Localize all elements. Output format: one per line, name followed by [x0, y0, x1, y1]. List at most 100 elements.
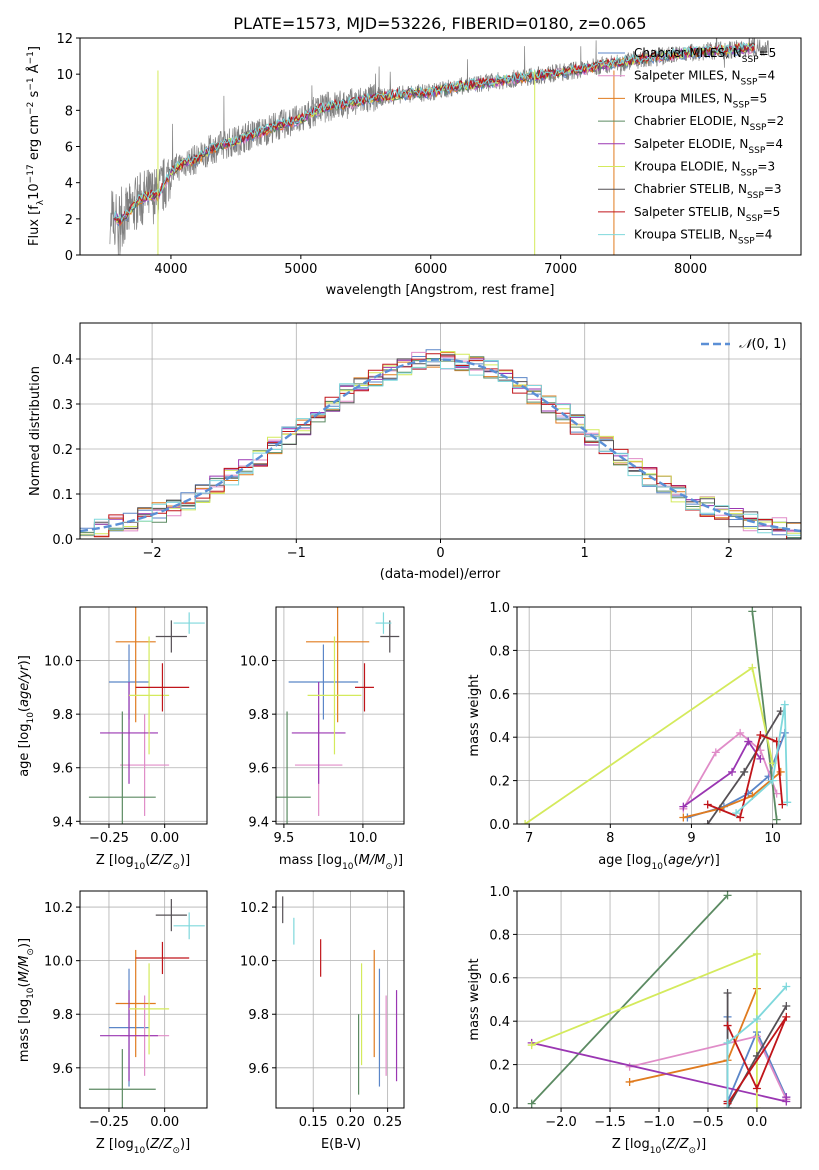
y-tick-label: 0.2 [52, 443, 73, 458]
legend-label-salpeter_stelib: Salpeter STELIB, NSSP=5 [634, 205, 780, 224]
x-tick-label: 10 [764, 831, 781, 846]
weight-marker-salpeter_elodie [744, 737, 753, 746]
legend-label-salpeter_elodie: Salpeter ELODIE, NSSP=4 [634, 137, 783, 156]
mass_vs_z-plot-area [88, 899, 205, 1108]
y-tick-label: 10.2 [44, 901, 73, 916]
weight_vs_z-axes: −2.0 −1.5 −1.0 −0.5 0.0 0.0 0.2 0.4 0.6 0.8 1.0 [489, 885, 802, 1130]
weight-marker-chabrier_elodie [527, 1099, 536, 1108]
x-tick-label: −1.0 [643, 1115, 675, 1130]
age_vs_mass-axes: 9.5 10.0 9.4 9.6 9.8 10.0 [240, 606, 405, 846]
age_vs_z-frame [79, 606, 208, 825]
weight-marker-kroupa_stelib [723, 1104, 732, 1108]
mass_vs_z-frame [79, 890, 208, 1109]
mass_vs_z-panel: −0.25 0.00 9.6 9.8 10.0 10.2 Z [log10(Z/Z⊙)] ma… [17, 890, 208, 1156]
weight-marker-salpeter_stelib [756, 731, 765, 740]
weight-marker-kroupa_elodie [527, 1041, 536, 1050]
mass-x-label: mass [log10(M/M⊙)] [279, 853, 403, 872]
weight-marker-salpeter_elodie [728, 767, 737, 776]
x-tick-label: 4000 [154, 262, 187, 277]
y-tick-label: 10 [56, 68, 73, 83]
x-tick-label: 0.20 [336, 1115, 365, 1130]
weight-line-kroupa_miles [683, 771, 782, 819]
x-tick-label: 9 [687, 831, 695, 846]
y-tick-label: 9.6 [52, 1062, 73, 1077]
weight-marker-salpeter_elodie [782, 1093, 791, 1102]
weight_vs_z-plot-area [527, 891, 791, 1108]
weight-marker-kroupa_stelib [783, 798, 792, 807]
residuals-axes: −2 −1 0 1 2 0.0 0.1 0.2 0.3 0.4 [52, 322, 802, 561]
weight-marker-chabrier_stelib [782, 1002, 791, 1011]
weight-marker-salpeter_elodie [756, 754, 765, 763]
y-tick-label: 6 [65, 141, 73, 156]
weight-line-salpeter_elodie [682, 739, 762, 808]
weight-marker-kroupa_elodie [752, 1104, 761, 1108]
y-tick-label: 9.8 [52, 1008, 73, 1023]
x-tick-label: −2 [143, 546, 162, 561]
legend-label-kroupa_stelib: Kroupa STELIB, NSSP=4 [634, 228, 772, 247]
weight-marker-salpeter_stelib [723, 1021, 732, 1030]
weight-line-chabrier_elodie [531, 894, 729, 1105]
y-tick-label: 0.6 [489, 972, 510, 987]
y-tick-label: 12 [56, 32, 73, 47]
x-tick-label: 0 [436, 546, 444, 561]
weight_vs_z-panel: −2.0 −1.5 −1.0 −0.5 0.0 0.0 0.2 0.4 0.6 0.8 1.0 mas… [467, 885, 802, 1156]
x-tick-label: 8 [606, 831, 614, 846]
y-tick-label: 1.0 [489, 885, 510, 900]
mass-y-label: mass [log10(M/M⊙)] [17, 938, 36, 1062]
weight-marker-kroupa_stelib [732, 809, 741, 818]
weight-marker-chabrier_elodie [748, 607, 757, 616]
y-tick-label: 10.0 [44, 655, 73, 670]
y-tick-label: 4 [65, 177, 73, 192]
histogram-kroupa_stelib [80, 360, 801, 536]
y-tick-label: 0.3 [52, 398, 73, 413]
weight-marker-salpeter_stelib [778, 800, 787, 809]
spectrum-plot-area [109, 38, 769, 255]
weight-marker-kroupa_elodie [752, 949, 761, 958]
z-axis-label: Z [log10(Z/Z⊙)] [612, 1137, 706, 1156]
legend-label-salpeter_miles: Salpeter MILES, NSSP=4 [634, 69, 775, 88]
y-tick-label: 0.4 [489, 731, 510, 746]
spectrum-model-line-kroupa_stelib [113, 41, 755, 223]
weight-marker-chabrier_stelib [723, 988, 732, 997]
x-tick-label: 2 [725, 546, 733, 561]
y-tick-label: 0.0 [52, 533, 73, 548]
normal-curve [80, 358, 801, 533]
x-tick-label: 7 [525, 831, 533, 846]
y-tick-label: 10.0 [240, 655, 269, 670]
spectrum-panel: 4000 5000 6000 7000 8000 0 2 4 6 8 10 12 Chabrier MI… [26, 32, 802, 298]
x-tick-label: 0.00 [150, 831, 179, 846]
weight-marker-kroupa_elodie [521, 820, 530, 824]
age_vs_mass-panel: 9.5 10.0 9.4 9.6 9.8 10.0 mass [log10(M/M⊙)] [240, 606, 405, 872]
weight_vs_z-y-label: mass weight [467, 958, 482, 1040]
y-tick-label: 10.0 [240, 955, 269, 970]
y-tick-label: 0.4 [489, 1015, 510, 1030]
weight-marker-salpeter_miles [711, 748, 720, 757]
histogram-salpeter_stelib [80, 353, 801, 539]
y-tick-label: 1.0 [489, 601, 510, 616]
age_vs_mass-plot-area [276, 607, 400, 824]
weight-line-kroupa_stelib [726, 985, 787, 1108]
y-tick-label: 0.6 [489, 688, 510, 703]
weight-marker-salpeter_stelib [752, 1084, 761, 1093]
x-tick-label: 5000 [284, 262, 317, 277]
y-tick-label: 0.8 [489, 928, 510, 943]
y-tick-label: 9.6 [52, 762, 73, 777]
x-tick-label: −1 [287, 546, 306, 561]
mass_vs_ebv-frame [275, 890, 405, 1109]
weight-marker-kroupa_stelib [723, 1038, 732, 1047]
age_vs_mass-frame [275, 606, 405, 825]
residuals-panel: −2 −1 0 1 2 0.0 0.1 0.2 0.3 0.4 𝒩(0, 1) (data-model… [28, 322, 802, 582]
y-tick-label: 0.4 [52, 353, 73, 368]
weight-marker-kroupa_elodie [748, 663, 757, 672]
z-axis-label: Z [log10(Z/Z⊙)] [96, 1137, 190, 1156]
weight-marker-kroupa_stelib [768, 776, 777, 785]
y-tick-label: 9.8 [52, 708, 73, 723]
weight-marker-kroupa_stelib [782, 982, 791, 991]
weight-marker-kroupa_stelib [752, 1015, 761, 1024]
x-tick-label: 0.0 [747, 1115, 768, 1130]
weight_vs_age-plot-area [521, 607, 792, 824]
y-tick-label: 8 [65, 104, 73, 119]
weight-marker-chabrier_stelib [740, 767, 749, 776]
weight-marker-chabrier_stelib [703, 820, 712, 824]
